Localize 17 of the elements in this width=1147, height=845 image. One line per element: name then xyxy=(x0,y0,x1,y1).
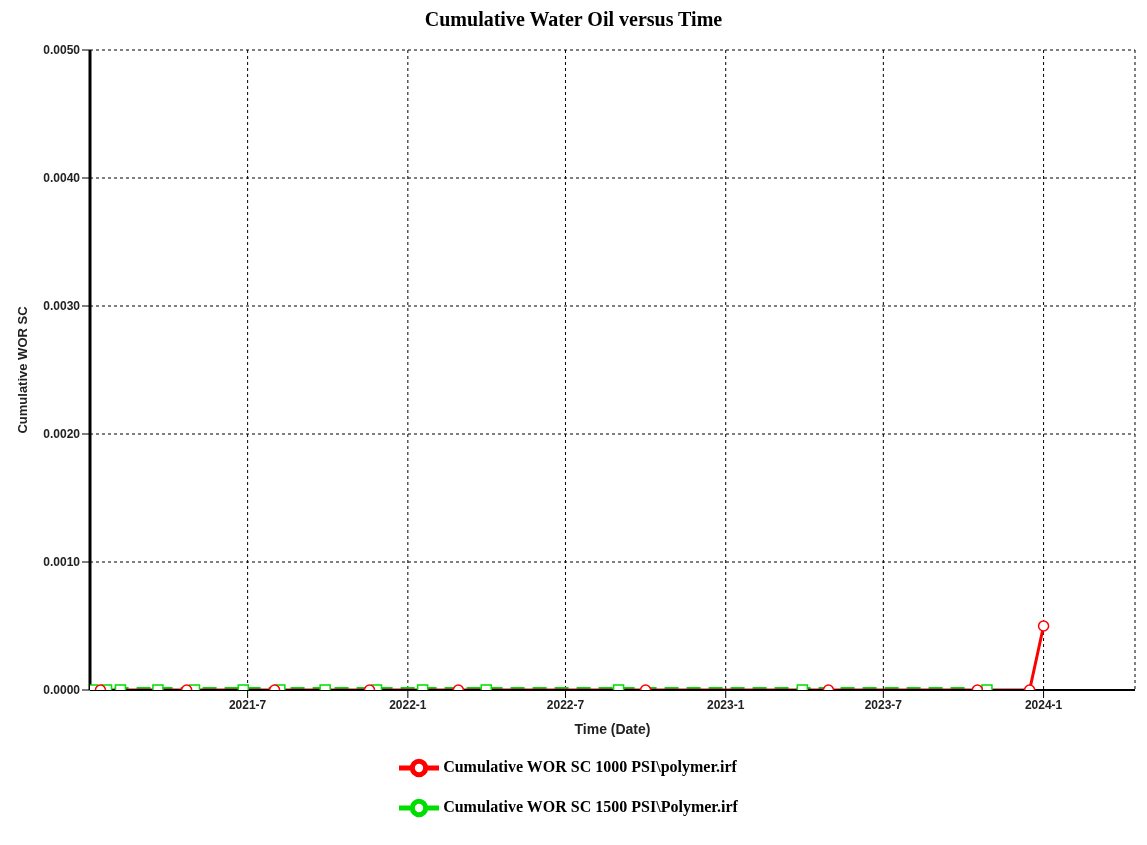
y-tick-label: 0.0020 xyxy=(43,427,81,442)
y-tick-label: 0.0000 xyxy=(43,683,81,698)
x-tick-label: 2022-1 xyxy=(389,697,427,712)
y-axis-title: Cumulative WOR SC xyxy=(14,305,30,434)
x-tick-label: 2023-1 xyxy=(707,697,745,712)
chart-title: Cumulative Water Oil versus Time xyxy=(423,8,724,32)
x-tick-label: 2023-7 xyxy=(864,697,903,712)
legend-label: Cumulative WOR SC 1000 PSI\polymer.irf xyxy=(443,757,737,775)
x-axis-title: Time (Date) xyxy=(574,721,651,737)
y-tick-label: 0.0030 xyxy=(43,299,81,314)
x-tick-label: 2021-7 xyxy=(228,697,267,712)
x-tick-label: 2024-1 xyxy=(1024,697,1063,712)
y-tick-label: 0.0040 xyxy=(43,171,81,186)
y-tick-label: 0.0010 xyxy=(43,555,81,570)
y-tick-label: 0.0050 xyxy=(43,43,81,58)
legend-label: Cumulative WOR SC 1500 PSI\Polymer.irf xyxy=(443,797,738,815)
x-tick-label: 2022-7 xyxy=(546,697,585,712)
